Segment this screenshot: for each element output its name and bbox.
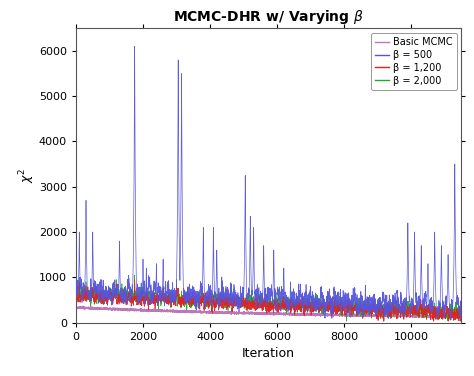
- X-axis label: Iteration: Iteration: [242, 347, 295, 360]
- Title: MCMC-DHR w/ Varying $\beta$: MCMC-DHR w/ Varying $\beta$: [173, 8, 364, 26]
- Y-axis label: $\chi^2$: $\chi^2$: [18, 168, 37, 183]
- Legend: Basic MCMC, β = 500, β = 1,200, β = 2,000: Basic MCMC, β = 500, β = 1,200, β = 2,00…: [371, 33, 456, 89]
